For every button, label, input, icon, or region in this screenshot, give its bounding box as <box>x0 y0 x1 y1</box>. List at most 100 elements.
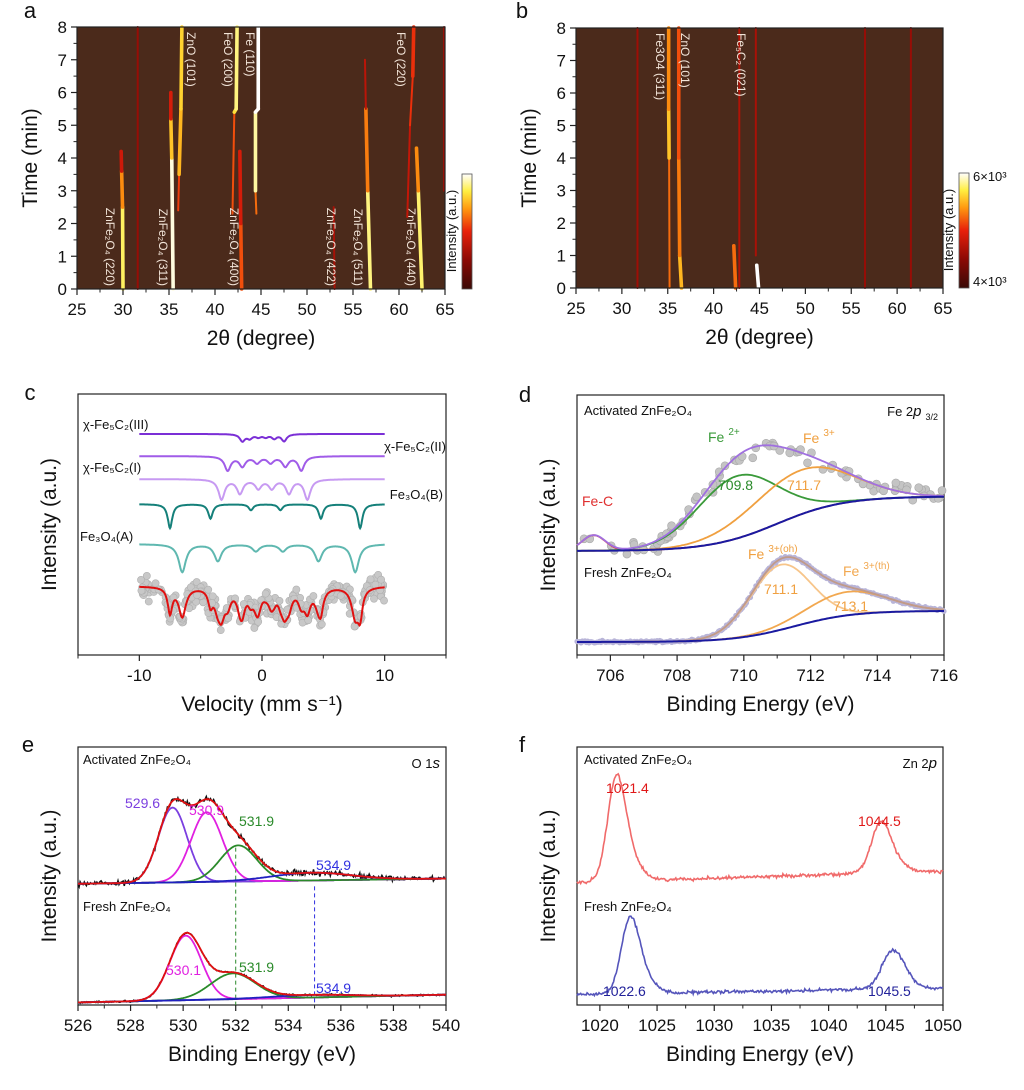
envelope-fit <box>78 798 446 885</box>
x-tick-label: 530 <box>169 1016 197 1035</box>
x-tick-label: 65 <box>934 299 953 318</box>
data-point <box>309 592 318 600</box>
oxidation-state: 3+ <box>823 428 835 439</box>
x-tick-label: 712 <box>796 666 824 685</box>
y-tick-label: 6 <box>58 84 67 103</box>
species: Fe <box>803 430 820 446</box>
data-point <box>204 585 213 594</box>
data-point <box>937 486 947 495</box>
peak-label: ZnFe₂O₄ (400) <box>227 208 241 286</box>
title-subscript: 3/2 <box>925 412 938 422</box>
fit-line <box>139 585 385 627</box>
trace-segment <box>364 107 370 193</box>
diffraction-trace <box>177 25 184 212</box>
x-tick-label: 538 <box>379 1016 407 1035</box>
peak-label: ZnFe₂O₄ (422) <box>324 208 338 286</box>
x-tick-label: 710 <box>730 666 758 685</box>
panel-letter: f <box>519 732 526 757</box>
data-point <box>891 478 901 488</box>
panel-letter: c <box>25 380 36 405</box>
peak-position-label: 531.9 <box>239 813 274 829</box>
y-tick-label: 7 <box>557 52 566 71</box>
peak-label: ZnO (101) <box>678 33 692 88</box>
x-tick-label: 536 <box>327 1016 355 1035</box>
panel-letter: b <box>516 0 528 23</box>
peak-position-label: 709.8 <box>718 477 753 493</box>
y-tick-label: 2 <box>557 214 566 233</box>
y-axis-title: Intensity (a.u.) <box>537 458 560 591</box>
spectrum-name: Activated ZnFe₂O₄ <box>83 752 191 767</box>
diffraction-trace <box>253 25 261 215</box>
panel-letter: e <box>22 732 34 757</box>
trace-segment <box>409 75 414 127</box>
x-tick-label: 30 <box>612 299 631 318</box>
trace-segment <box>234 25 239 111</box>
x-tick-label: 30 <box>114 300 133 319</box>
component-species-label: Fe 3+(th) <box>843 561 890 579</box>
trace-segment <box>254 189 258 215</box>
component-label: Fe₃O₄(A) <box>80 529 133 544</box>
panel-letter: a <box>24 0 37 23</box>
data-point <box>380 596 388 605</box>
oxidation-state: 3+(oh) <box>768 544 797 555</box>
x-tick-label: 1045 <box>867 1016 905 1035</box>
x-axis-title: Binding Energy (eV) <box>666 1043 854 1066</box>
x-tick-label: 540 <box>432 1016 460 1035</box>
oxidation-state: 3+(th) <box>863 561 889 572</box>
x-tick-label: 55 <box>842 299 861 318</box>
fresh-spectrum-line <box>576 915 944 998</box>
component-label: χ-Fe₅C₂(I) <box>83 460 141 475</box>
y-tick-label: 1 <box>557 247 566 266</box>
fresh-spectrum <box>77 931 447 1005</box>
x-tick-label: 716 <box>930 666 958 685</box>
x-axis-title: 2θ (degree) <box>207 327 316 350</box>
trace-segment <box>732 243 738 290</box>
y-tick-label: 6 <box>557 84 566 103</box>
spectrum-region-title: Fe 2p 3/2 <box>887 403 938 422</box>
subspectrum-line <box>139 455 385 473</box>
x-axis-title: Binding Energy (eV) <box>168 1043 356 1066</box>
trace-segment <box>363 58 367 110</box>
x-tick-label: -10 <box>127 666 152 685</box>
peak-position-label: 530.9 <box>189 802 224 818</box>
diffraction-trace <box>406 25 416 218</box>
y-tick-label: 7 <box>58 51 67 70</box>
title-main: O 1 <box>412 756 433 771</box>
spectrum-region-title: O 1s <box>412 755 441 772</box>
peak-position-label: 713.1 <box>833 598 868 614</box>
peak-position-label: 1022.6 <box>603 983 646 999</box>
data-point <box>137 586 146 595</box>
colorbar <box>461 173 473 290</box>
x-tick-label: 706 <box>596 666 624 685</box>
panel-a: ZnFe₂O₄ (220) ZnFe₂O₄ (311) ZnO (101) FeO (… <box>19 0 473 350</box>
plot-frame <box>576 394 945 656</box>
spectrum-name: Fresh ZnFe₂O₄ <box>584 899 672 914</box>
background-line <box>577 495 944 552</box>
data-point <box>239 600 248 608</box>
peak-label: FeO (200) <box>221 32 235 87</box>
x-tick-label: 528 <box>116 1016 144 1035</box>
oxidation-state: 2+ <box>728 427 740 438</box>
x-tick-label: 25 <box>567 299 586 318</box>
envelope-fit <box>576 444 944 550</box>
data-point <box>261 589 270 598</box>
subspectrum-line <box>139 478 385 502</box>
data-point <box>317 620 326 629</box>
trace-segment <box>677 253 684 290</box>
peak-position-label: 1045.5 <box>868 983 911 999</box>
diffraction-trace <box>414 146 424 291</box>
trace-segment <box>169 116 174 160</box>
envelope-fit <box>78 931 446 1004</box>
x-tick-label: 1050 <box>924 1016 962 1035</box>
x-axis-title: 2θ (degree) <box>705 326 814 349</box>
data-point <box>275 596 284 605</box>
title-main: Zn 2 <box>903 756 929 771</box>
data-point <box>914 483 924 492</box>
x-axis-title: Binding Energy (eV) <box>667 693 855 716</box>
colorbar-tick-label: 6×10³ <box>973 169 1007 184</box>
trace-segment <box>119 169 125 209</box>
peak-label: ZnFe₂O₄ (440) <box>404 208 418 286</box>
title-orbital: p <box>928 755 937 772</box>
data-point <box>292 585 301 594</box>
